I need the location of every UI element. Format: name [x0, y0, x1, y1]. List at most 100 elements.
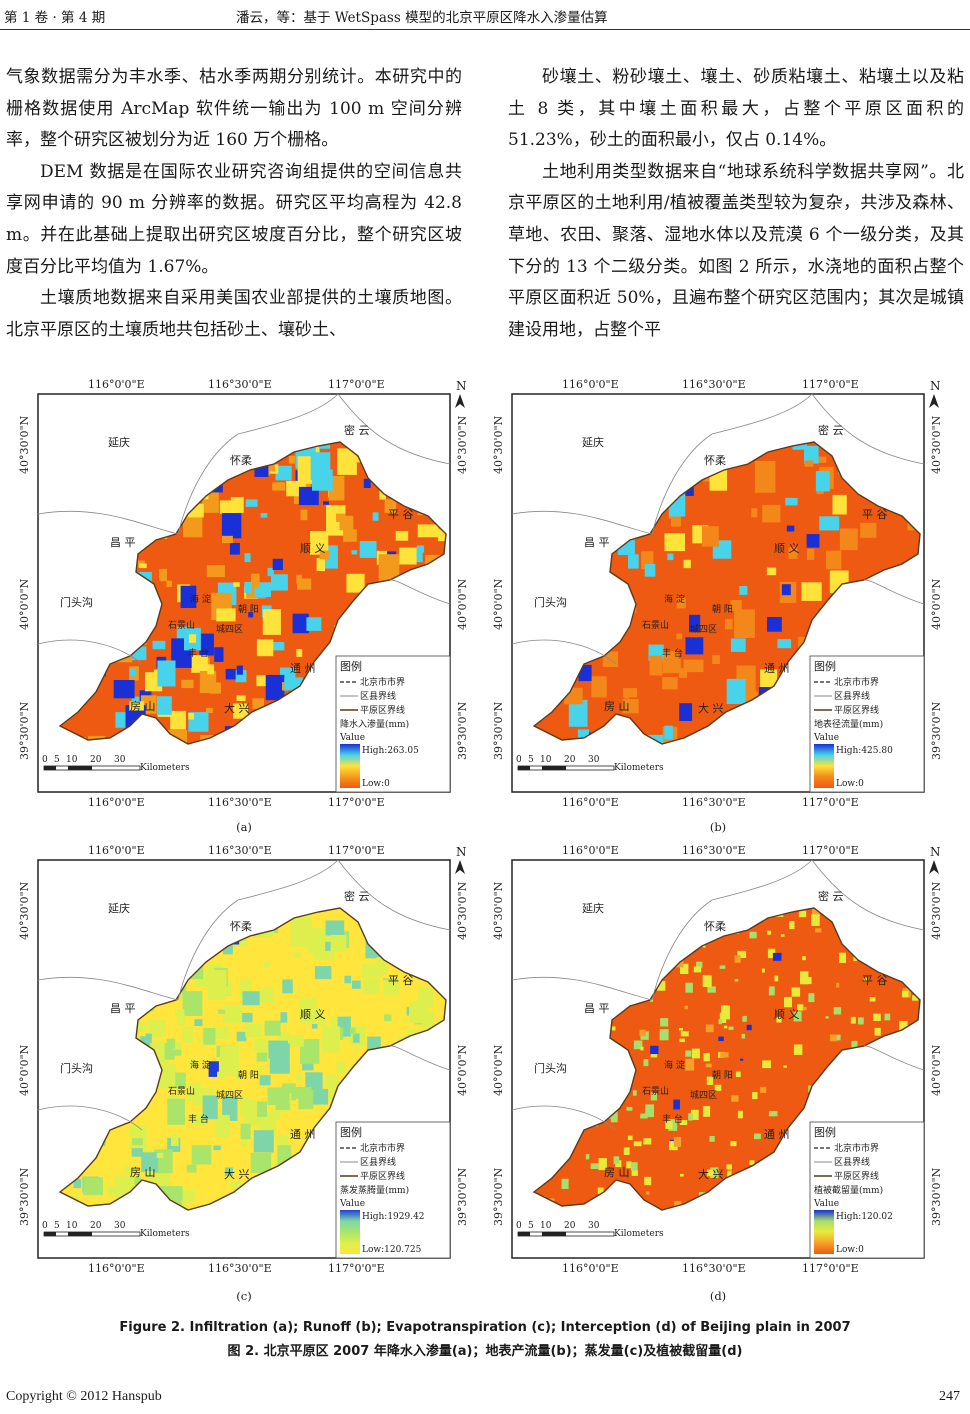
raster-cell: [199, 671, 217, 694]
raster-cell: [683, 659, 704, 673]
raster-cell: [668, 1119, 678, 1131]
raster-cell: [206, 707, 213, 713]
raster-cell: [139, 563, 147, 569]
plain-boundary: [58, 441, 447, 745]
raster-cell: [230, 1181, 244, 1190]
raster-cell: [384, 1014, 392, 1022]
district-label: 朝 阳: [712, 604, 733, 615]
raster-cell: [311, 1008, 322, 1021]
raster-cell: [811, 914, 820, 926]
raster-cell: [680, 1031, 689, 1037]
scale-bar-segment: [68, 766, 92, 770]
legend-color-ramp: [340, 1210, 360, 1254]
raster-cell: [668, 514, 676, 519]
raster-cell: [280, 1012, 288, 1023]
latitude-label-left: 40°0'0"N: [18, 1044, 31, 1096]
raster-cell: [199, 633, 214, 656]
raster-cell: [643, 1138, 652, 1145]
latitude-label-left: 39°30'0"N: [18, 701, 31, 760]
scale-bar: 0 5 10 20 30 Kilometers: [42, 1221, 190, 1239]
raster-cell: [597, 1187, 604, 1194]
raster-cell: [306, 617, 322, 631]
raster-cell: [129, 701, 144, 711]
raster-cell: [307, 934, 324, 954]
raster-cell: [217, 1071, 226, 1079]
raster-cell: [631, 1169, 638, 1176]
raster-cell: [236, 665, 243, 675]
raster-cell: [181, 679, 194, 689]
raster-cell: [789, 921, 795, 930]
north-arrow-icon: [455, 394, 465, 408]
latitude-label-right: 40°0'0"N: [930, 578, 943, 630]
raster-cell: [762, 1060, 771, 1069]
raster-cell: [250, 1153, 272, 1173]
raster-cell: [275, 465, 292, 481]
raster-cell: [624, 695, 630, 699]
raster-cell: [833, 1007, 842, 1015]
raster-cell: [191, 655, 208, 673]
district-label: 门头沟: [534, 595, 567, 609]
raster-cell: [630, 1162, 638, 1171]
raster-cell: [177, 1200, 187, 1210]
longitude-label-bottom: 116°0'0"E: [88, 796, 145, 809]
raster-cell: [780, 934, 785, 937]
raster-cell: [712, 655, 720, 664]
raster-cell: [131, 1148, 143, 1157]
raster-cell: [817, 456, 827, 463]
scale-number: 10: [540, 1221, 552, 1231]
volume-issue: 第 1 卷 · 第 4 期: [4, 10, 106, 26]
raster-cell: [296, 649, 303, 657]
raster-cell: [271, 1109, 281, 1120]
raster-cell: [874, 1027, 881, 1036]
raster-cell: [399, 547, 417, 565]
raster-cell: [194, 1019, 203, 1026]
district-label: 顺 义: [774, 542, 800, 555]
legend-variable: 降水入渗量(mm): [340, 718, 409, 730]
legend-city-boundary: 北京市市界: [360, 1142, 405, 1154]
raster-cell: [797, 1004, 804, 1011]
raster-cell: [152, 640, 166, 650]
district-label: 平 谷: [862, 508, 888, 521]
legend-county-boundary: 区县界线: [360, 690, 396, 702]
raster-cell: [839, 952, 846, 963]
district-label: 朝 阳: [712, 1070, 733, 1081]
raster-cell: [300, 509, 308, 521]
raster-cell: [793, 1044, 803, 1055]
raster-cell: [768, 986, 775, 996]
raster-cell: [235, 670, 247, 683]
district-label: 昌 平: [584, 536, 610, 549]
raster-cell: [207, 664, 215, 675]
district-label: 怀柔: [704, 454, 726, 467]
scale-unit: Kilometers: [140, 1229, 190, 1239]
longitude-label-bottom: 116°30'0"E: [208, 1262, 272, 1275]
raster-cell: [760, 1086, 767, 1093]
raster-cell: [804, 445, 819, 464]
raster-cell: [297, 578, 312, 590]
raster-cell: [853, 955, 857, 962]
raster-cell: [720, 1052, 729, 1058]
raster-cell: [166, 580, 172, 587]
raster-cell: [727, 1170, 732, 1178]
raster-cell: [222, 1005, 243, 1024]
longitude-label-top: 116°0'0"E: [88, 844, 145, 857]
raster-cell: [144, 1170, 154, 1186]
district-label: 平 谷: [388, 974, 414, 987]
raster-cell: [730, 1141, 737, 1147]
raster-cell: [899, 1020, 908, 1031]
raster-cell: [685, 982, 693, 993]
legend-high-value: High:120.02: [836, 1212, 893, 1222]
raster-cell: [270, 642, 285, 651]
raster-cell: [737, 1110, 743, 1119]
raster-cell: [213, 1145, 221, 1151]
district-label: 顺 义: [774, 1008, 800, 1021]
latitude-label-left: 40°30'0"N: [492, 415, 505, 474]
scale-number: 20: [564, 755, 576, 765]
raster-cell: [719, 965, 726, 969]
raster-cell: [300, 1039, 320, 1064]
map-panel-a: 延庆 密 云怀柔平 谷昌 平 顺 义门头沟 海 淀朝 阳石景山 城四区丰 台通 州房 山…: [10, 372, 478, 834]
raster-cell: [220, 1045, 239, 1076]
district-label: 延庆: [108, 435, 130, 449]
raster-cell: [781, 584, 791, 596]
scale-number: 10: [66, 1221, 78, 1231]
north-arrow-label: N: [930, 379, 941, 393]
